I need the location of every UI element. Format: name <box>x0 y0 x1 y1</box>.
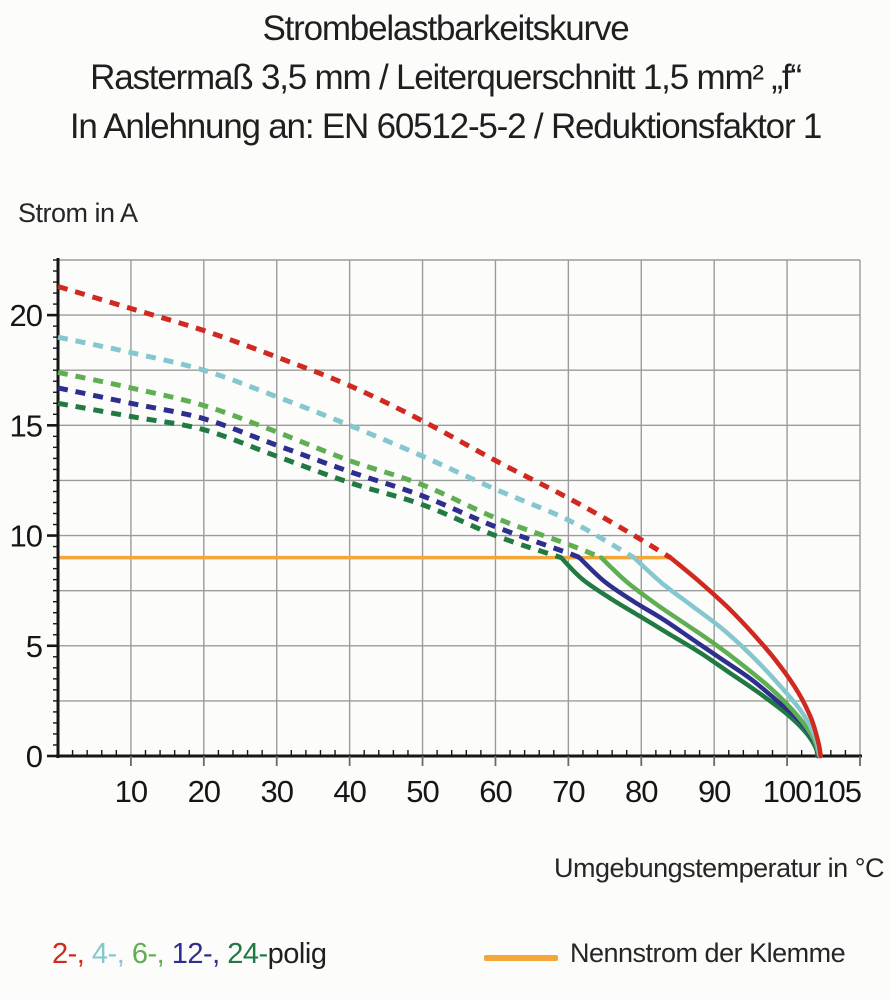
legend-token-4: 4-, <box>91 938 132 970</box>
legend-token-polig: polig <box>267 938 327 970</box>
x-tick-label-30: 30 <box>260 774 293 809</box>
series-4-polig-solid <box>631 555 823 759</box>
x-tick-label-50: 50 <box>406 774 439 809</box>
rated-current-line-swatch <box>484 955 558 961</box>
x-tick-label-80: 80 <box>625 774 658 809</box>
x-tick-label-60: 60 <box>479 774 512 809</box>
legend-pole-counts: 2-, 4-, 6-, 12-, 24-polig <box>52 938 327 971</box>
x-tick-label-20: 20 <box>188 774 221 809</box>
series-12-polig-dashed <box>57 385 581 560</box>
series-24-polig-dashed <box>57 400 562 560</box>
x-tick-label-105: 105 <box>812 774 861 809</box>
series-4-polig-dashed <box>57 334 636 560</box>
y-tick-label-10: 10 <box>10 519 43 554</box>
y-tick-label-15: 15 <box>10 408 42 443</box>
chart-title-line3: In Anlehnung an: EN 60512-5-2 / Reduktio… <box>69 107 823 146</box>
series-6-polig-dashed <box>57 369 603 560</box>
chart-title-line2: Rastermaß 3,5 mm / Leiterquerschnitt 1,5… <box>90 58 802 97</box>
y-tick-label-20: 20 <box>10 298 43 333</box>
x-axis-title: Umgebungstemperatur in °C <box>554 853 884 883</box>
x-tick-label-10: 10 <box>115 774 148 809</box>
chart-title-block: Strombelastbarkeitskurve Rastermaß 3,5 m… <box>0 4 891 151</box>
series-6-polig-solid <box>598 555 822 759</box>
series-12-polig-solid <box>577 555 821 759</box>
x-tick-label-40: 40 <box>333 774 366 809</box>
x-tick-label-90: 90 <box>698 774 731 809</box>
chart-title-line1: Strombelastbarkeitskurve <box>262 9 629 48</box>
series-2-polig-dashed <box>57 284 672 560</box>
y-tick-label-5: 5 <box>26 629 42 664</box>
y-tick-label-0: 0 <box>26 739 43 774</box>
legend-token-2: 2-, <box>52 938 92 970</box>
series-2-polig-solid <box>668 555 823 759</box>
legend-token-6: 6-, <box>131 938 172 970</box>
rated-current-label: Nennstrom der Klemme <box>570 938 846 968</box>
series-24-polig-solid <box>558 555 820 759</box>
legend-token-12: 12-, <box>171 938 228 970</box>
y-axis-title: Strom in A <box>18 198 138 228</box>
x-tick-label-100: 100 <box>763 774 812 809</box>
x-tick-label-70: 70 <box>552 774 585 809</box>
legend-token-24: 24- <box>227 938 268 970</box>
